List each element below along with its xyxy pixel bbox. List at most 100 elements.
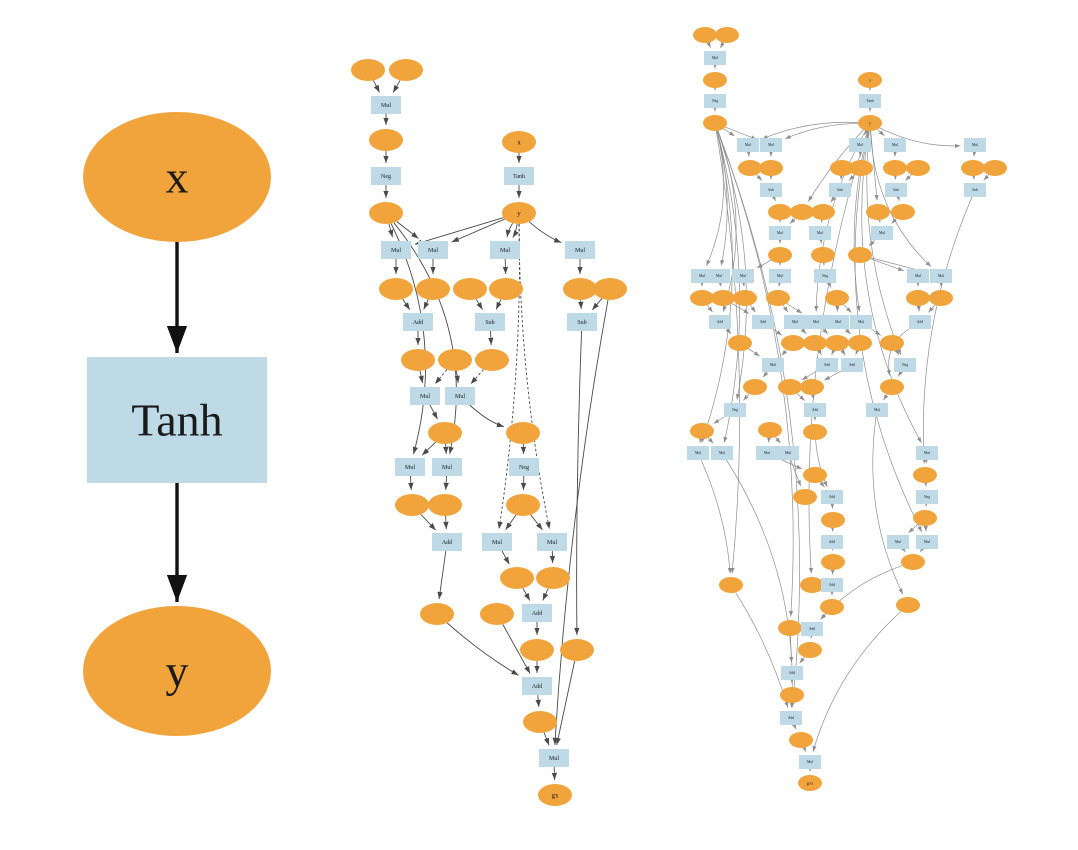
edge-W2-X2 (908, 524, 919, 533)
var-node-K1 (768, 247, 792, 263)
edge-S1-T2 (707, 437, 714, 444)
node-label-m_y: y (517, 209, 521, 217)
forward-nodes: x Tanh y (83, 112, 271, 736)
edge-m_mulC-m_h1 (408, 475, 414, 491)
var-node-Y: y (858, 115, 882, 131)
op-node-m_op1: Mul (381, 241, 411, 259)
edge-S1-T1 (698, 436, 704, 443)
edge-m_add2-m_j1 (437, 550, 447, 600)
node-label-m_sub2: Sub (577, 320, 586, 326)
node-label-m_mulF: Mul (547, 540, 557, 546)
node-label-m_mulA: Mul (420, 394, 430, 400)
var-node-m_m1 (520, 639, 554, 661)
node-label-J1: Mul (777, 231, 783, 235)
node-label-X2: Mul (895, 540, 901, 544)
op-node-X3: Mul (916, 535, 938, 549)
var-node-E1 (703, 115, 727, 131)
op-node-L5: Neg (814, 269, 836, 283)
node-label-N5: Mul (835, 320, 841, 324)
op-node-P4: Neg (894, 358, 916, 372)
var-node-Q1 (743, 379, 767, 395)
op-node-L6: Mul (907, 269, 929, 283)
edge-M4-N3 (782, 304, 789, 313)
var-node-m_o1 (560, 639, 594, 661)
edge-Q2-R2 (796, 393, 806, 401)
edge-M5-N6 (843, 304, 852, 313)
edge-M2-N2 (731, 303, 750, 314)
edge-m_o1-m_mulG (555, 660, 576, 746)
var-node-AC1 (798, 642, 822, 658)
var-node-Y2 (901, 554, 925, 570)
edge-m_e3-m_sub1 (495, 299, 502, 310)
var-node-m_e4 (563, 278, 597, 300)
edge-S2-T3 (767, 436, 772, 443)
edge-Z1-AF1 (735, 592, 789, 708)
var-node-m_gx: gx (538, 784, 572, 806)
op-node-F1: Mul (737, 138, 759, 152)
node-label-V2: Add (829, 495, 835, 499)
op-node-F2: Mul (760, 138, 782, 152)
edge-E1-T1 (701, 130, 733, 443)
edge-O1-P1 (748, 348, 760, 357)
node-label-L4: Mul (777, 274, 783, 278)
op-node-N2: Add (752, 315, 774, 329)
var-node-O3 (803, 335, 827, 351)
node-label-N1: Add (717, 320, 723, 324)
second-derivative-graph-panel: Mul Neg x Tanh y Mul Mul Mul Mul Mul Sub Sub Sub Sub M… (687, 27, 1007, 791)
op-node-N5: Mul (827, 315, 849, 329)
node-label-R1: Neg (732, 408, 738, 412)
var-node-I3 (811, 204, 835, 220)
node-label-m_add2: Add (442, 540, 452, 546)
op-node-H4: Sub (964, 183, 986, 197)
node-label-F1: Mul (745, 143, 751, 147)
node-label-m_neg2: Neg (519, 465, 529, 471)
node-label-m_op4: Mul (575, 248, 585, 254)
node-label-L6: Mul (915, 274, 921, 278)
op-node-P3: Add (841, 358, 863, 372)
node-label-AD1: Add (789, 671, 795, 675)
edge-N3-O3 (800, 328, 807, 334)
edge-m_b-m_mul1 (392, 80, 401, 93)
op-node-T2: Mul (711, 446, 733, 460)
node-label-H4: Sub (972, 188, 978, 192)
op-node-m_mulG: Mul (539, 749, 569, 767)
var-node-Z1 (719, 577, 743, 593)
var-node-U1 (803, 467, 827, 483)
op-node-m_neg1: Neg (371, 167, 401, 185)
edge-m_f1-m_mulA (418, 370, 424, 384)
edge-m_mulA-m_g1 (429, 404, 438, 420)
node-label-Z3: Add (829, 583, 835, 587)
edge-M7-N7 (928, 304, 936, 313)
op-node-m_mulA: Mul (410, 387, 440, 405)
var-node-G4 (849, 160, 873, 176)
node-label-R2: Add (812, 408, 818, 412)
var-node-G5 (883, 160, 907, 176)
gradient-graph-panel: Mul Neg x Tanh y Mul Mul Mul Mul Add Sub Sub Mul Mul M… (351, 59, 627, 806)
var-node-M2 (711, 290, 735, 306)
op-node-L1: Mul (691, 269, 713, 283)
node-label-F5: Mul (972, 143, 978, 147)
second_derivative-nodes: Mul Neg x Tanh y Mul Mul Mul Mul Mul Sub Sub Sub Sub M… (687, 27, 1007, 791)
var-node-m_y: y (502, 202, 536, 224)
var-node-K2 (811, 247, 835, 263)
node-label-m_op3: Mul (500, 248, 510, 254)
node-label-m_add4: Add (532, 684, 542, 690)
node-label-T3: Mul (764, 451, 770, 455)
op-node-J3: Mul (871, 226, 893, 240)
node-label-L3: Mul (740, 274, 746, 278)
node-label-H3: Sub (893, 188, 899, 192)
edge-Q4-R3 (883, 394, 889, 401)
op-node-R2: Add (804, 403, 826, 417)
edge-P1-Q1 (762, 371, 769, 378)
var-node-AE1 (780, 687, 804, 703)
var-node-m_n1 (523, 711, 557, 733)
edge-H2-I3 (830, 196, 836, 203)
node-label-P3: Add (849, 363, 855, 367)
var-node-G7 (961, 160, 985, 176)
node-label-H1: Sub (768, 188, 774, 192)
edge-R1-S1 (713, 416, 725, 424)
edge-m_sub2-m_o1 (574, 330, 583, 636)
node-label-B1: Mul (712, 56, 718, 60)
var-node-AB1 (778, 620, 802, 636)
